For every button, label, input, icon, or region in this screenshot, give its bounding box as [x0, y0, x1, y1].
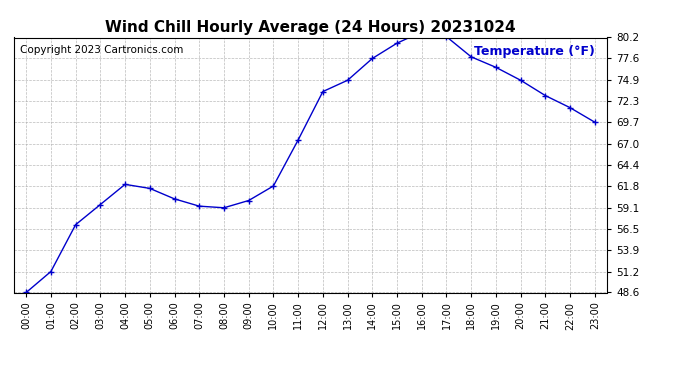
Text: Copyright 2023 Cartronics.com: Copyright 2023 Cartronics.com: [20, 45, 183, 55]
Title: Wind Chill Hourly Average (24 Hours) 20231024: Wind Chill Hourly Average (24 Hours) 202…: [105, 20, 516, 35]
Text: Temperature (°F): Temperature (°F): [475, 45, 595, 58]
